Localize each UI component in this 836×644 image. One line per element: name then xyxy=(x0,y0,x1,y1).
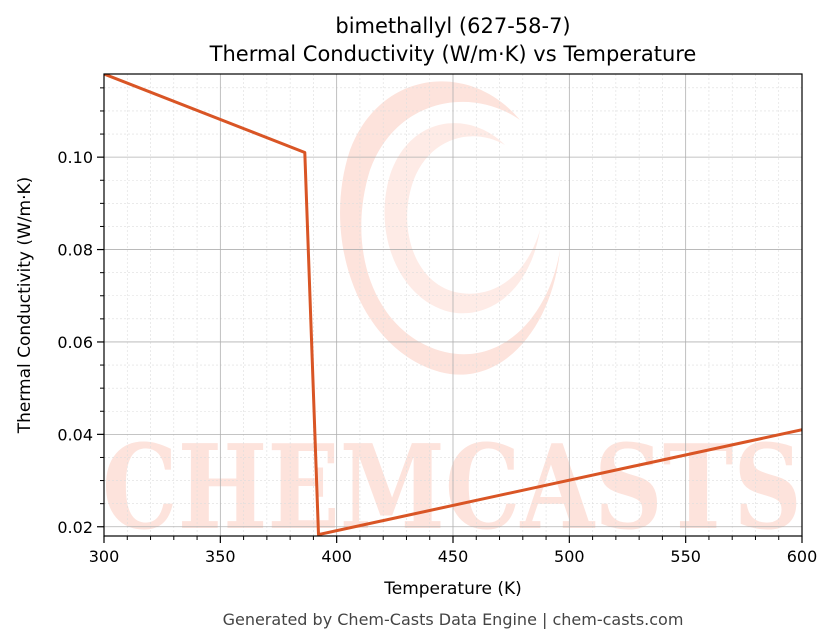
y-tick-labels: 0.02 0.04 0.06 0.08 0.10 xyxy=(57,148,93,537)
y-axis-label: Thermal Conductivity (W/m·K) xyxy=(15,177,35,435)
watermark-swirl-inner-icon xyxy=(384,123,540,314)
x-tick-label: 350 xyxy=(205,547,236,566)
chart-subtitle: Thermal Conductivity (W/m·K) vs Temperat… xyxy=(209,42,697,66)
footer-credit: Generated by Chem-Casts Data Engine | ch… xyxy=(223,610,684,629)
x-tick-label: 300 xyxy=(89,547,120,566)
x-tick-label: 600 xyxy=(787,547,818,566)
y-tick-label: 0.02 xyxy=(57,518,93,537)
x-tick-label: 500 xyxy=(554,547,585,566)
x-tick-labels: 300 350 400 450 500 550 600 xyxy=(89,547,818,566)
series-group xyxy=(104,74,802,536)
y-tick-label: 0.08 xyxy=(57,241,93,260)
axis-ticks xyxy=(97,87,803,543)
y-tick-label: 0.04 xyxy=(57,425,93,444)
chart-title: bimethallyl (627-58-7) xyxy=(335,14,570,38)
y-tick-label: 0.10 xyxy=(57,148,93,167)
x-axis-label: Temperature (K) xyxy=(383,579,522,599)
x-tick-label: 550 xyxy=(670,547,701,566)
x-tick-label: 400 xyxy=(321,547,352,566)
series-line xyxy=(104,74,802,536)
plot-frame xyxy=(103,73,803,537)
x-tick-label: 450 xyxy=(438,547,469,566)
y-tick-label: 0.06 xyxy=(57,333,93,352)
